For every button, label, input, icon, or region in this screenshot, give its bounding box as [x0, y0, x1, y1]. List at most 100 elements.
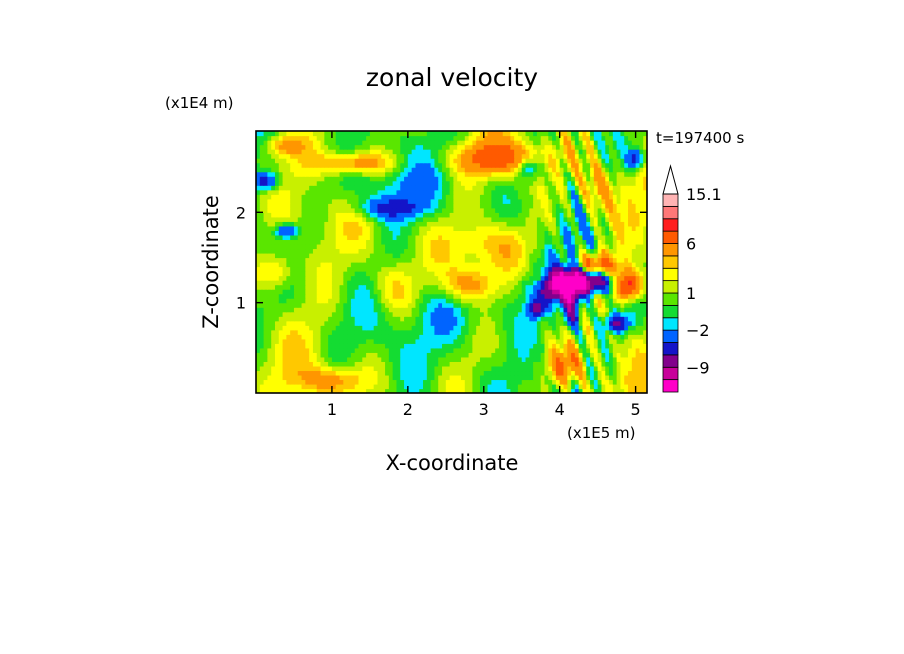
- field-cell: [256, 189, 261, 195]
- field-cell: [282, 379, 287, 385]
- field-cell: [464, 225, 470, 231]
- field-cell: [278, 280, 284, 286]
- field-cell: [483, 216, 489, 222]
- field-cell: [517, 212, 523, 218]
- field-cell: [601, 293, 606, 299]
- field-cell: [597, 212, 603, 218]
- field-cell: [301, 311, 306, 317]
- field-cell: [442, 311, 447, 317]
- field-cell: [350, 230, 356, 236]
- field-cell: [593, 207, 599, 213]
- field-cell: [605, 221, 610, 227]
- field-cell: [320, 338, 325, 344]
- field-cell: [601, 316, 606, 322]
- field-cell: [464, 365, 470, 372]
- field-cell: [419, 383, 424, 390]
- field-cell: [400, 379, 405, 385]
- field-cell: [320, 316, 325, 322]
- field-cell: [601, 352, 606, 358]
- field-cell: [309, 171, 314, 177]
- field-cell: [491, 180, 496, 186]
- field-cell: [419, 216, 424, 222]
- field-cell: [457, 347, 462, 353]
- field-cell: [278, 302, 284, 308]
- field-cell: [597, 343, 603, 349]
- field-cell: [502, 293, 508, 299]
- field-cell: [411, 338, 417, 344]
- field-cell: [301, 370, 306, 376]
- field-cell: [366, 180, 371, 186]
- field-cell: [297, 216, 303, 222]
- field-cell: [430, 356, 436, 362]
- field-cell: [540, 280, 546, 286]
- field-cell: [468, 176, 473, 182]
- field-cell: [419, 284, 424, 290]
- field-cell: [366, 316, 371, 322]
- field-cell: [590, 194, 595, 200]
- field-cell: [271, 284, 276, 290]
- field-cell: [278, 370, 284, 376]
- field-cell: [373, 361, 379, 367]
- field-cell: [631, 365, 637, 372]
- field-cell: [590, 347, 595, 353]
- field-cell: [350, 307, 356, 313]
- field-cell: [301, 252, 306, 259]
- field-cell: [377, 207, 382, 213]
- field-cell: [411, 311, 417, 317]
- field-cell: [635, 271, 641, 277]
- field-cell: [434, 325, 439, 331]
- field-cell: [571, 225, 576, 231]
- field-cell: [639, 176, 644, 182]
- field-cell: [426, 302, 432, 308]
- field-cell: [392, 207, 398, 213]
- field-cell: [635, 334, 641, 340]
- field-cell: [612, 302, 618, 308]
- field-cell: [388, 185, 394, 191]
- field-cell: [271, 266, 276, 272]
- field-cell: [635, 194, 641, 200]
- field-cell: [362, 275, 367, 281]
- field-cell: [536, 289, 542, 295]
- field-cell: [605, 280, 610, 286]
- field-cell: [457, 266, 462, 272]
- field-cell: [301, 316, 306, 322]
- field-cell: [362, 221, 367, 227]
- field-cell: [567, 338, 572, 344]
- field-cell: [366, 370, 371, 376]
- field-cell: [396, 180, 401, 186]
- field-cell: [631, 230, 637, 236]
- field-cell: [324, 243, 329, 250]
- field-cell: [388, 248, 394, 254]
- field-cell: [400, 293, 405, 299]
- field-cell: [426, 311, 432, 317]
- field-cell: [324, 225, 329, 231]
- field-cell: [525, 221, 530, 227]
- field-cell: [476, 365, 481, 372]
- field-cell: [286, 180, 291, 186]
- field-cell: [316, 225, 322, 231]
- field-cell: [612, 225, 618, 231]
- field-cell: [631, 216, 637, 222]
- field-cell: [385, 307, 390, 313]
- field-cell: [286, 198, 291, 204]
- field-cell: [354, 338, 360, 344]
- velocity-field: [256, 131, 647, 393]
- field-cell: [506, 280, 511, 286]
- field-cell: [282, 239, 287, 245]
- field-cell: [335, 185, 341, 191]
- field-cell: [442, 383, 447, 390]
- field-cell: [415, 189, 420, 195]
- field-cell: [628, 302, 633, 308]
- field-cell: [419, 271, 424, 277]
- field-cell: [643, 302, 647, 308]
- field-cell: [301, 230, 306, 236]
- field-cell: [571, 311, 576, 317]
- field-cell: [533, 230, 538, 236]
- field-cell: [563, 243, 568, 250]
- field-cell: [335, 307, 341, 313]
- field-cell: [293, 280, 299, 286]
- field-cell: [487, 343, 492, 349]
- field-cell: [312, 361, 318, 367]
- field-cell: [369, 252, 375, 259]
- field-cell: [628, 248, 633, 254]
